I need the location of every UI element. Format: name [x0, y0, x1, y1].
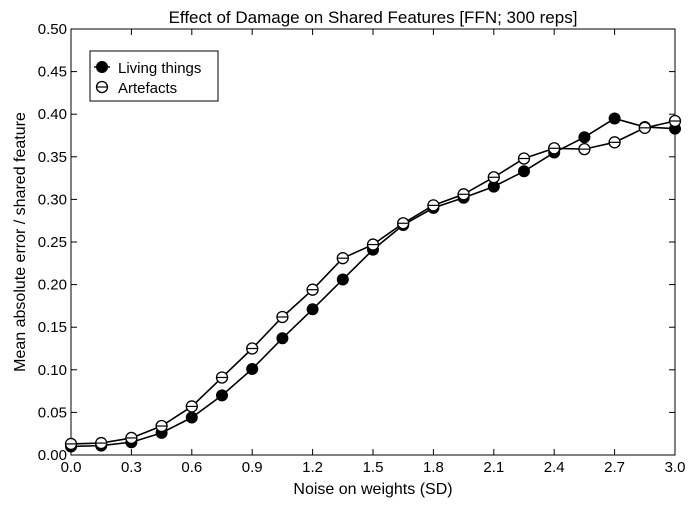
y-axis: 0.00 0.05 0.10 0.15 0.20 0.25 0.30 0.35 0.40 0.45…	[38, 21, 675, 464]
x-tick-label: 2.1	[483, 459, 504, 476]
x-tick-label: 1.8	[423, 459, 444, 476]
y-tick-label: 0.40	[38, 106, 67, 123]
y-tick-label: 0.05	[38, 404, 67, 421]
legend-marker-artefacts	[95, 80, 109, 94]
data-point-artefacts	[578, 142, 591, 156]
data-point-artefacts	[95, 436, 108, 450]
y-axis-label: Mean absolute error / shared feature	[12, 112, 29, 372]
data-point-artefacts	[64, 437, 78, 451]
data-point-artefacts	[185, 400, 198, 413]
legend-marker-symbol	[95, 80, 109, 94]
legend-box	[89, 50, 219, 102]
series-layer	[64, 112, 682, 453]
legend-marker-living-things	[94, 61, 110, 73]
data-point-artefacts	[366, 238, 380, 251]
data-point-living-things	[336, 273, 349, 286]
data-point-living-things	[276, 332, 289, 345]
x-tick-label: 1.2	[302, 459, 323, 476]
x-axis: 0.0 0.3 0.6 0.9 1.2 1.5 1.8 2.1 2.4 2.7 3.0	[61, 29, 686, 476]
data-point-artefacts	[457, 188, 470, 201]
x-tick-label: 0.9	[242, 459, 263, 476]
data-point-artefacts	[397, 217, 410, 230]
y-tick-label: 0.10	[38, 362, 67, 379]
y-tick-label: 0.15	[38, 319, 67, 336]
x-tick-label: 2.4	[544, 459, 565, 476]
data-point-living-things	[518, 165, 530, 178]
y-tick-label: 0.45	[38, 64, 67, 81]
x-tick-label: 0.6	[181, 459, 202, 476]
x-axis-label: Noise on weights (SD)	[293, 481, 452, 498]
data-point-artefacts	[638, 121, 651, 134]
data-point-artefacts	[125, 431, 138, 445]
legend: Living things Artefacts	[89, 50, 219, 102]
x-tick-label: 0.3	[121, 459, 142, 476]
legend-label-artefacts: Artefacts	[118, 80, 177, 97]
data-point-living-things	[246, 362, 259, 375]
data-point-artefacts	[306, 283, 319, 296]
x-tick-label: 0.0	[61, 459, 82, 476]
legend-label-living-things: Living things	[118, 60, 201, 77]
data-point-artefacts	[487, 171, 500, 184]
data-point-living-things	[578, 131, 591, 144]
x-tick-label: 2.7	[604, 459, 625, 476]
data-point-artefacts	[427, 199, 440, 212]
data-point-artefacts	[548, 142, 561, 155]
series-line-living-things	[70, 117, 676, 448]
data-point-artefacts	[155, 419, 168, 433]
y-tick-label: 0.50	[38, 21, 67, 38]
data-point-living-things	[306, 303, 319, 316]
y-tick-label: 0.20	[38, 277, 67, 294]
y-tick-label: 0.35	[38, 149, 67, 166]
y-tick-label: 0.25	[38, 234, 67, 251]
data-point-artefacts	[336, 252, 349, 265]
data-point-artefacts	[246, 342, 259, 355]
data-point-living-things	[185, 411, 198, 424]
y-tick-label: 0.30	[38, 191, 67, 208]
data-point-living-things	[608, 112, 621, 125]
data-point-artefacts	[608, 136, 621, 149]
data-point-artefacts	[668, 114, 682, 128]
x-tick-label: 1.5	[363, 459, 384, 476]
data-point-artefacts	[276, 310, 289, 324]
data-point-artefacts	[215, 371, 229, 384]
data-point-artefacts	[517, 152, 531, 165]
data-point-living-things	[216, 389, 228, 402]
y-tick-label: 0.00	[38, 447, 67, 464]
series-line-artefacts	[70, 120, 676, 445]
chart-title: Effect of Damage on Shared Features [FFN…	[169, 8, 578, 27]
x-tick-label: 3.0	[665, 459, 686, 476]
